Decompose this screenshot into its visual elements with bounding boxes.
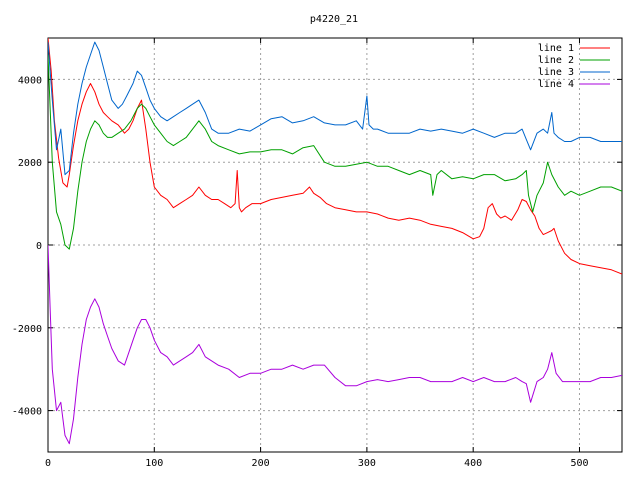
x-tick-label: 0 <box>45 458 51 469</box>
legend-label-4: line 4 <box>538 79 574 90</box>
legend-label-1: line 1 <box>538 43 574 54</box>
y-axis-ticks: -4000 -2000 0 2000 4000 <box>12 75 622 418</box>
legend-label-2: line 2 <box>538 55 574 66</box>
series-line-2 <box>48 54 622 250</box>
y-tick-label: 0 <box>36 241 42 252</box>
x-axis-ticks: 0 100 200 300 400 500 <box>45 38 589 469</box>
series-lines <box>48 38 622 445</box>
x-tick-label: 200 <box>252 458 270 469</box>
chart-title: p4220_21 <box>310 14 358 25</box>
x-tick-label: 500 <box>570 458 588 469</box>
x-tick-label: 100 <box>145 458 163 469</box>
series-line-4 <box>48 244 622 445</box>
y-tick-label: -2000 <box>12 324 42 335</box>
y-tick-label: 2000 <box>18 158 42 169</box>
x-tick-label: 300 <box>358 458 376 469</box>
grid-lines <box>48 38 622 452</box>
y-tick-label: -4000 <box>12 407 42 418</box>
y-tick-label: 4000 <box>18 75 42 86</box>
series-line-3 <box>48 41 622 176</box>
x-tick-label: 400 <box>464 458 482 469</box>
legend-label-3: line 3 <box>538 67 574 78</box>
series-line-1 <box>48 38 622 275</box>
